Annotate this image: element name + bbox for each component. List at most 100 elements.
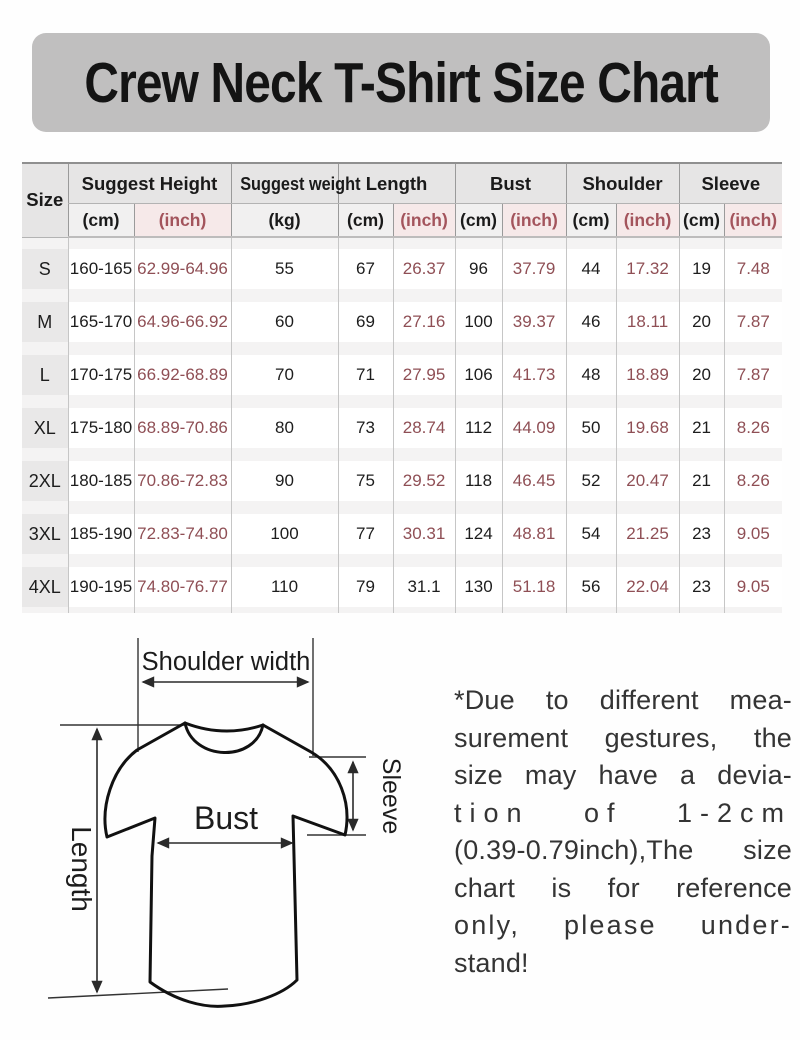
cell-bust_cm: 100 — [454, 302, 503, 342]
cell-sleeve_cm: 23 — [678, 514, 725, 554]
note-line: tion of 1-2cm — [454, 797, 792, 828]
cell-shoulder_cm: 44 — [565, 249, 617, 289]
spacer-cell — [22, 501, 68, 514]
row-spacer — [22, 554, 783, 567]
spacer-cell — [392, 554, 456, 567]
cell-weight_kg: 55 — [230, 249, 339, 289]
cell-sleeve_cm: 21 — [678, 408, 725, 448]
cell-bust_cm: 124 — [454, 514, 503, 554]
cell-weight_kg: 60 — [230, 302, 339, 342]
cell-weight_kg: 90 — [230, 461, 339, 501]
tshirt-measurement-diagram: Shoulder width Length Sleeve Bust — [47, 638, 405, 1008]
spacer-cell — [723, 554, 783, 567]
cell-height_cm: 165-170 — [67, 302, 134, 342]
cell-sleeve_inch: 7.87 — [723, 302, 783, 342]
cell-shoulder_inch: 18.89 — [615, 355, 680, 395]
header-bust-inch: (inch) — [501, 203, 567, 238]
spacer-cell — [454, 237, 503, 249]
spacer-cell — [392, 289, 456, 302]
spacer-cell — [454, 501, 503, 514]
spacer-cell — [678, 607, 725, 613]
cell-sleeve_inch: 9.05 — [723, 514, 783, 554]
spacer-cell — [67, 607, 134, 613]
cell-bust_inch: 41.73 — [501, 355, 567, 395]
spacer-cell — [501, 554, 567, 567]
cell-sleeve_cm: 20 — [678, 302, 725, 342]
cell-length_inch: 30.31 — [392, 514, 456, 554]
size-table-body: S 160-165 62.99-64.96 55 67 26.37 96 37.79 44 17.… — [22, 237, 783, 613]
spacer-cell — [392, 501, 456, 514]
cell-bust_cm: 118 — [454, 461, 503, 501]
cell-size: 4XL — [22, 567, 68, 607]
cell-height_inch: 62.99-64.96 — [133, 249, 232, 289]
spacer-cell — [615, 607, 680, 613]
spacer-cell — [454, 448, 503, 461]
spacer-cell — [133, 607, 232, 613]
row-spacer — [22, 237, 783, 249]
spacer-cell — [337, 237, 394, 249]
row-spacer — [22, 342, 783, 355]
header-length-label: Length — [365, 172, 428, 194]
cell-bust_cm: 106 — [454, 355, 503, 395]
spacer-cell — [678, 501, 725, 514]
spacer-cell — [133, 395, 232, 408]
spacer-cell — [723, 501, 783, 514]
cell-height_inch: 74.80-76.77 — [133, 567, 232, 607]
cell-length_cm: 69 — [337, 302, 394, 342]
spacer-cell — [565, 342, 617, 355]
spacer-cell — [678, 448, 725, 461]
cell-length_cm: 77 — [337, 514, 394, 554]
spacer-cell — [133, 501, 232, 514]
size-row-3XL: 3XL 185-190 72.83-74.80 100 77 30.31 124 48.81 5… — [22, 514, 783, 554]
cell-length_inch: 26.37 — [392, 249, 456, 289]
cell-shoulder_inch: 17.32 — [615, 249, 680, 289]
spacer-cell — [22, 607, 68, 613]
spacer-cell — [230, 342, 339, 355]
cell-shoulder_inch: 22.04 — [615, 567, 680, 607]
spacer-cell — [133, 289, 232, 302]
spacer-cell — [454, 395, 503, 408]
header-sleeve-inch: (inch) — [723, 203, 783, 238]
cell-size: 2XL — [22, 461, 68, 501]
row-spacer — [22, 607, 783, 613]
cell-shoulder_cm: 54 — [565, 514, 617, 554]
cell-height_inch: 66.92-68.89 — [133, 355, 232, 395]
row-spacer — [22, 289, 783, 302]
header-length-inch: (inch) — [392, 203, 456, 238]
title-banner: Crew Neck T-Shirt Size Chart — [32, 33, 770, 132]
spacer-cell — [337, 448, 394, 461]
cell-shoulder_inch: 21.25 — [615, 514, 680, 554]
shoulder-width-label: Shoulder width — [142, 648, 311, 676]
cell-length_inch: 27.16 — [392, 302, 456, 342]
spacer-cell — [565, 448, 617, 461]
cell-weight_kg: 70 — [230, 355, 339, 395]
header-shoulder-cm: (cm) — [565, 203, 617, 238]
spacer-cell — [133, 342, 232, 355]
cell-length_inch: 28.74 — [392, 408, 456, 448]
spacer-cell — [22, 395, 68, 408]
spacer-cell — [565, 607, 617, 613]
cell-size: S — [22, 249, 68, 289]
spacer-cell — [454, 607, 503, 613]
spacer-cell — [615, 448, 680, 461]
cell-size: XL — [22, 408, 68, 448]
spacer-cell — [337, 607, 394, 613]
cell-bust_inch: 37.79 — [501, 249, 567, 289]
cell-bust_cm: 130 — [454, 567, 503, 607]
cell-sleeve_cm: 21 — [678, 461, 725, 501]
cell-height_inch: 68.89-70.86 — [133, 408, 232, 448]
size-row-S: S 160-165 62.99-64.96 55 67 26.37 96 37.79 44 17.… — [22, 249, 783, 289]
header-sleeve-cm: (cm) — [678, 203, 725, 238]
note-line: (0.39-0.79inch),The size — [454, 835, 792, 865]
spacer-cell — [723, 448, 783, 461]
spacer-cell — [723, 395, 783, 408]
row-spacer — [22, 501, 783, 514]
spacer-cell — [615, 342, 680, 355]
spacer-cell — [454, 289, 503, 302]
spacer-cell — [337, 395, 394, 408]
spacer-cell — [615, 501, 680, 514]
size-table: Size Suggest Height Suggest weight Lengt… — [22, 162, 783, 613]
spacer-cell — [392, 395, 456, 408]
measurement-note: *Due to different mea- surement gestures… — [454, 682, 792, 982]
shirt-neckline — [183, 721, 265, 754]
